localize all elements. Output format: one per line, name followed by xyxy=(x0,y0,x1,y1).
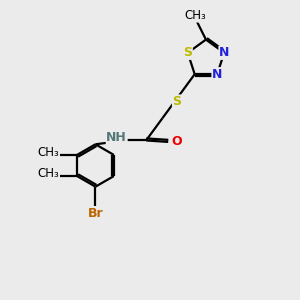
Text: Br: Br xyxy=(88,207,103,220)
Text: NH: NH xyxy=(106,131,127,144)
Text: CH₃: CH₃ xyxy=(38,167,59,180)
Text: S: S xyxy=(183,46,192,59)
Text: N: N xyxy=(219,46,229,59)
Text: CH₃: CH₃ xyxy=(185,9,206,22)
Text: CH₃: CH₃ xyxy=(38,146,59,159)
Text: S: S xyxy=(172,95,182,108)
Text: O: O xyxy=(171,135,182,148)
Text: N: N xyxy=(212,68,222,81)
